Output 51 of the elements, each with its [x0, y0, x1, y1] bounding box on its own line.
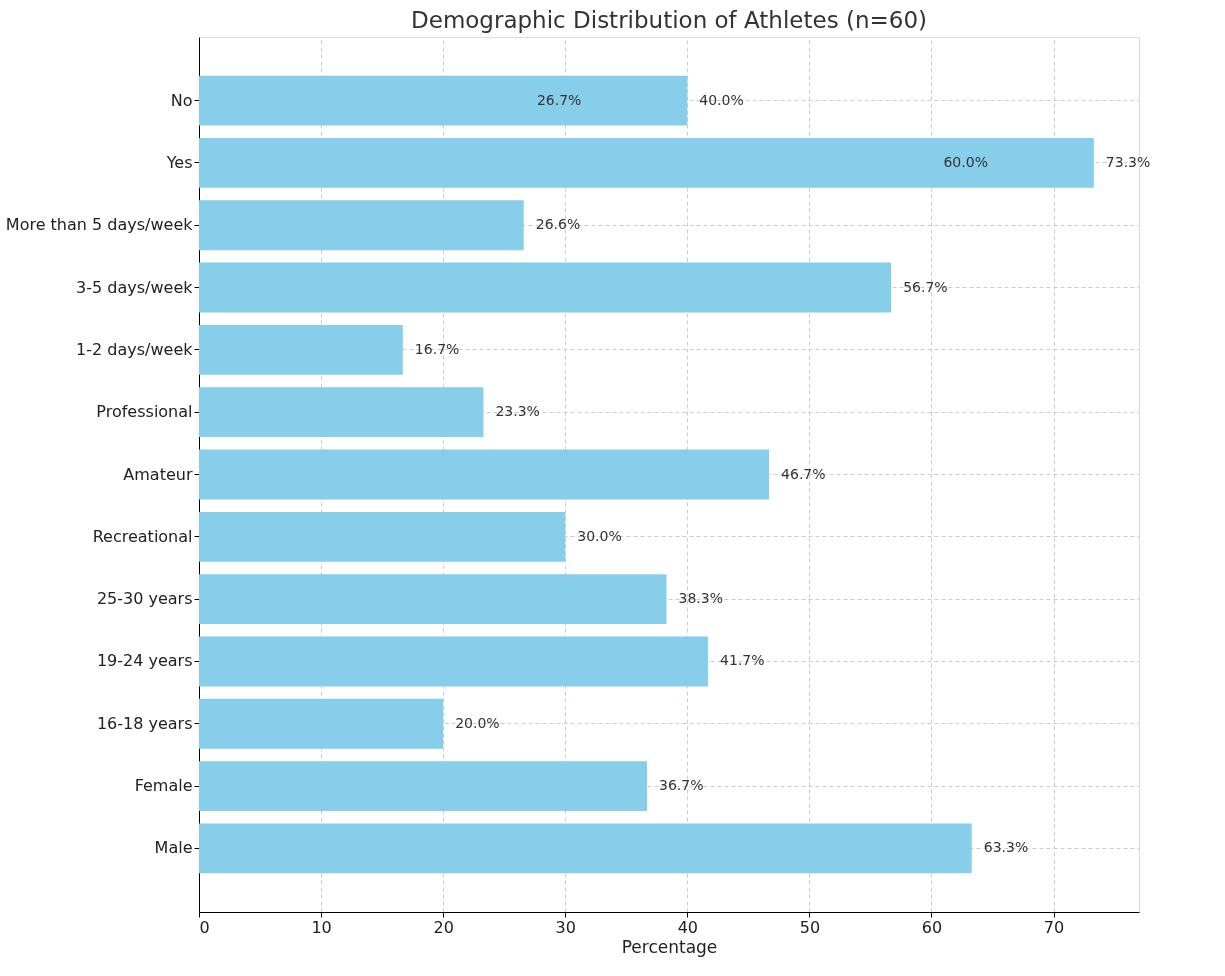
y-tick-label: 3-5 days/week [76, 277, 194, 297]
y-tick-label: 19-24 years [96, 651, 193, 671]
x-tick-label: 60 [921, 917, 943, 937]
data-label: 20.0% [455, 714, 500, 731]
bar [199, 574, 667, 625]
bar [199, 449, 770, 500]
x-tick-label: 50 [799, 917, 821, 937]
bar [199, 698, 444, 749]
annotation: 26.7% [536, 91, 582, 108]
x-tick-label: 70 [1043, 917, 1065, 937]
data-label: 23.3% [495, 403, 540, 420]
y-tick-label: Professional [96, 402, 193, 422]
x-tick-label: 0 [199, 917, 210, 937]
y-tick-label: 1-2 days/week [76, 339, 194, 359]
x-tick-label: 30 [555, 917, 576, 937]
data-label: 56.7% [903, 278, 948, 295]
data-label: 40.0% [699, 91, 744, 108]
bar [199, 823, 972, 874]
bar [199, 137, 1094, 188]
data-label: 26.6% [535, 216, 581, 233]
y-tick-label: More than 5 days/week [5, 215, 194, 235]
data-label: 36.7% [659, 777, 704, 794]
bar [199, 324, 403, 375]
data-label: 38.3% [678, 590, 724, 607]
data-label: 30.0% [577, 527, 622, 544]
data-label: 41.7% [720, 652, 765, 669]
bar [199, 200, 524, 251]
x-tick-label: 20 [433, 917, 454, 937]
y-tick-label: No [170, 90, 193, 110]
bar [199, 511, 566, 562]
y-tick-label: 25-30 years [96, 589, 193, 609]
x-axis-title: Percentage [621, 936, 718, 957]
data-label: 73.3% [1105, 153, 1151, 170]
data-label: 16.7% [414, 340, 460, 357]
y-tick-label: Recreational [92, 526, 193, 546]
data-label: 63.3% [983, 839, 1029, 856]
y-tick-label: Male [154, 838, 193, 858]
bar [199, 262, 892, 313]
bar [199, 636, 709, 687]
bar [199, 761, 648, 812]
bar [199, 387, 484, 438]
x-tick-label: 10 [311, 917, 332, 937]
y-tick-label: 16-18 years [96, 713, 193, 733]
x-tick-label: 40 [677, 917, 698, 937]
y-tick-label: Yes [165, 152, 193, 172]
y-tick-label: Amateur [123, 464, 193, 484]
bar [199, 75, 688, 126]
annotation: 60.0% [943, 153, 988, 170]
chart-title: Demographic Distribution of Athletes (n=60) [411, 7, 927, 33]
data-label: 46.7% [781, 465, 826, 482]
y-tick-label: Female [134, 776, 193, 796]
